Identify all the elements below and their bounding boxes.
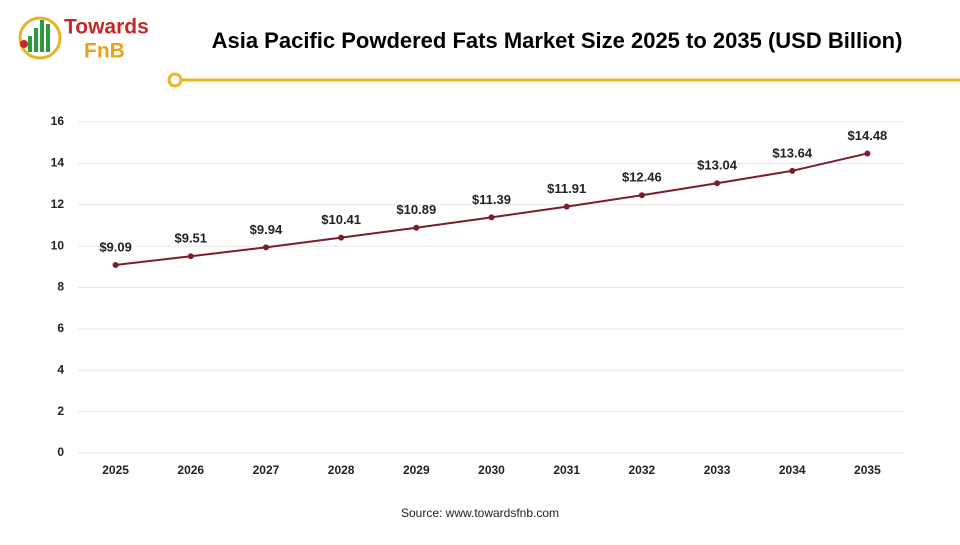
point bbox=[638, 192, 645, 199]
point bbox=[413, 224, 420, 231]
value-label: $13.04 bbox=[697, 158, 738, 173]
x-tick-label: 2031 bbox=[553, 463, 580, 477]
point bbox=[112, 261, 119, 268]
logo-dot bbox=[20, 40, 28, 48]
x-tick-label: 2026 bbox=[177, 463, 204, 477]
point bbox=[714, 180, 721, 187]
x-tick-label: 2028 bbox=[328, 463, 355, 477]
y-tick-label: 14 bbox=[51, 156, 65, 170]
point bbox=[338, 234, 345, 241]
point bbox=[488, 214, 495, 221]
y-tick-label: 0 bbox=[57, 445, 64, 459]
y-tick-label: 8 bbox=[57, 280, 64, 294]
logo-ring bbox=[18, 16, 62, 60]
value-label: $13.64 bbox=[772, 145, 813, 160]
point bbox=[187, 253, 194, 260]
value-label: $9.51 bbox=[174, 231, 207, 246]
value-label: $10.41 bbox=[321, 212, 361, 227]
logo-bar bbox=[40, 20, 44, 52]
y-tick-label: 6 bbox=[57, 321, 64, 335]
x-tick-label: 2025 bbox=[102, 463, 129, 477]
y-tick-label: 4 bbox=[57, 362, 64, 376]
x-tick-label: 2033 bbox=[704, 463, 731, 477]
logo-bar bbox=[28, 36, 32, 52]
logo-text: Towards bbox=[64, 16, 149, 39]
value-label: $10.89 bbox=[396, 202, 436, 217]
x-tick-label: 2032 bbox=[629, 463, 656, 477]
point bbox=[563, 203, 570, 210]
y-tick-label: 16 bbox=[51, 114, 65, 128]
value-label: $14.48 bbox=[848, 128, 888, 143]
title-rule-dot bbox=[167, 72, 183, 88]
logo: Towards FnB bbox=[18, 16, 149, 63]
point bbox=[262, 244, 269, 251]
y-tick-label: 10 bbox=[51, 238, 65, 252]
chart-title: Asia Pacific Powdered Fats Market Size 2… bbox=[212, 28, 903, 53]
value-label: $9.94 bbox=[250, 222, 283, 237]
value-label: $11.39 bbox=[472, 192, 511, 207]
logo-bar bbox=[34, 28, 38, 52]
x-tick-label: 2030 bbox=[478, 463, 505, 477]
point bbox=[864, 150, 871, 157]
value-label: $11.91 bbox=[547, 181, 586, 196]
value-label: $12.46 bbox=[622, 170, 662, 185]
y-tick-label: 2 bbox=[57, 404, 64, 418]
x-tick-label: 2034 bbox=[779, 463, 806, 477]
x-tick-label: 2035 bbox=[854, 463, 881, 477]
x-tick-label: 2029 bbox=[403, 463, 430, 477]
value-label: $9.09 bbox=[99, 239, 132, 254]
logo-text: FnB bbox=[84, 40, 125, 63]
point bbox=[789, 167, 796, 174]
x-tick-label: 2027 bbox=[253, 463, 280, 477]
y-tick-label: 12 bbox=[51, 197, 65, 211]
source: Source: www.towardsfnb.com bbox=[401, 506, 559, 520]
logo-bar bbox=[46, 24, 50, 52]
